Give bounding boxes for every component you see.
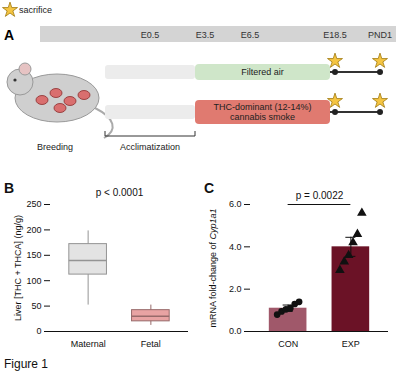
svg-text:cannabis smoke: cannabis smoke — [230, 112, 295, 122]
svg-text:250: 250 — [26, 199, 41, 209]
svg-text:Breeding: Breeding — [37, 142, 73, 152]
svg-text:Filtered air: Filtered air — [241, 67, 284, 77]
html-text:mRNA fold-change of: mRNA fold-change of — [208, 239, 218, 327]
svg-text:sacrifice: sacrifice — [19, 5, 52, 15]
svg-text:0.0: 0.0 — [229, 326, 242, 336]
svg-text:4.0: 4.0 — [229, 242, 242, 252]
svg-text:E3.5: E3.5 — [196, 30, 215, 40]
svg-text:A: A — [4, 27, 14, 43]
svg-text:THC-dominant (12-14%): THC-dominant (12-14%) — [213, 102, 311, 112]
svg-text:50: 50 — [31, 301, 41, 311]
svg-text:p = 0.0022: p = 0.0022 — [296, 190, 344, 201]
svg-text:100: 100 — [26, 276, 41, 286]
svg-text:Fetal: Fetal — [141, 339, 161, 349]
svg-text:Acclimatization: Acclimatization — [120, 142, 180, 152]
svg-text:0: 0 — [36, 326, 41, 336]
svg-text:E18.5: E18.5 — [323, 30, 347, 40]
svg-text:PND1: PND1 — [368, 30, 392, 40]
svg-text:150: 150 — [26, 250, 41, 260]
svg-text:Liver [THC + THCA] (ng/g): Liver [THC + THCA] (ng/g) — [13, 215, 23, 321]
svg-text:E6.5: E6.5 — [241, 30, 260, 40]
svg-text:EXP: EXP — [342, 339, 360, 349]
svg-text:6.0: 6.0 — [229, 199, 242, 209]
html-text:Cyp1a1: Cyp1a1 — [208, 208, 218, 239]
svg-text:Maternal: Maternal — [71, 339, 106, 349]
svg-text:CON: CON — [278, 339, 298, 349]
svg-text:2.0: 2.0 — [229, 284, 242, 294]
html-text:Figure 1: Figure 1 — [4, 357, 48, 371]
html-text:B: B — [4, 180, 15, 196]
svg-text:p < 0.0001: p < 0.0001 — [96, 187, 144, 198]
svg-text:200: 200 — [26, 225, 41, 235]
svg-text:E0.5: E0.5 — [141, 30, 160, 40]
html-text:C: C — [204, 180, 215, 196]
